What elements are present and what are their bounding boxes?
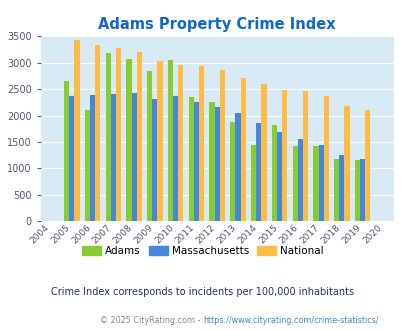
Bar xyxy=(178,65,183,221)
Bar xyxy=(271,125,276,221)
Bar xyxy=(198,66,204,221)
Bar xyxy=(333,159,339,221)
Bar xyxy=(147,71,152,221)
Text: © 2025 CityRating.com -: © 2025 CityRating.com - xyxy=(100,316,202,325)
Bar xyxy=(90,95,95,221)
Bar xyxy=(276,132,281,221)
Bar xyxy=(354,160,359,221)
Bar xyxy=(167,59,173,221)
Bar xyxy=(359,159,364,221)
Bar xyxy=(136,51,141,221)
Bar xyxy=(318,145,323,221)
Title: Adams Property Crime Index: Adams Property Crime Index xyxy=(98,17,335,32)
Bar xyxy=(69,96,74,221)
Bar xyxy=(235,113,240,221)
Bar xyxy=(105,53,111,221)
Bar xyxy=(230,122,235,221)
Bar xyxy=(261,84,266,221)
Bar xyxy=(281,90,287,221)
Bar xyxy=(214,107,219,221)
Bar xyxy=(256,123,261,221)
Bar xyxy=(126,59,131,221)
Bar xyxy=(173,96,178,221)
Bar xyxy=(152,99,157,221)
Bar xyxy=(64,81,69,221)
Bar xyxy=(131,93,136,221)
Bar xyxy=(343,106,349,221)
Bar xyxy=(74,40,79,221)
Bar xyxy=(209,102,214,221)
Bar xyxy=(240,78,245,221)
Bar xyxy=(250,145,256,221)
Bar xyxy=(116,49,121,221)
Bar xyxy=(292,146,297,221)
Bar xyxy=(193,102,198,221)
Bar xyxy=(85,110,90,221)
Bar xyxy=(313,146,318,221)
Bar xyxy=(111,94,116,221)
Bar xyxy=(297,139,302,221)
Bar xyxy=(323,96,328,221)
Legend: Adams, Massachusetts, National: Adams, Massachusetts, National xyxy=(78,242,327,260)
Bar xyxy=(95,45,100,221)
Bar xyxy=(302,91,307,221)
Bar xyxy=(157,61,162,221)
Bar xyxy=(364,110,369,221)
Bar xyxy=(339,155,343,221)
Text: Crime Index corresponds to incidents per 100,000 inhabitants: Crime Index corresponds to incidents per… xyxy=(51,287,354,297)
Bar xyxy=(219,70,224,221)
Text: https://www.cityrating.com/crime-statistics/: https://www.cityrating.com/crime-statist… xyxy=(202,316,378,325)
Bar xyxy=(188,97,193,221)
